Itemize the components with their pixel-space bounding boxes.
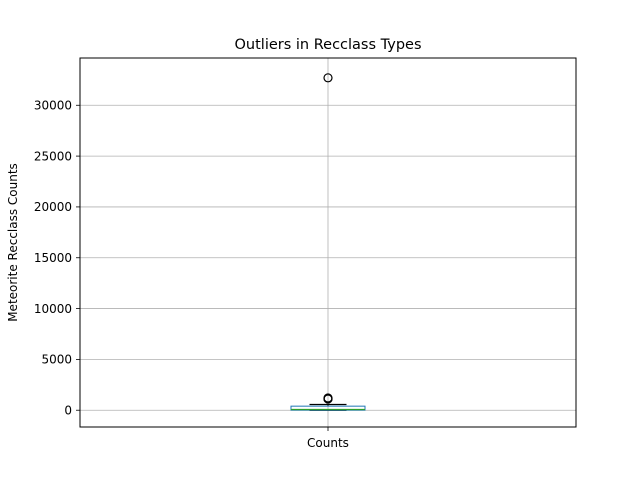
y-tick-label: 25000 — [34, 149, 72, 163]
chart-title: Outliers in Recclass Types — [235, 37, 422, 53]
y-tick-label: 15000 — [34, 251, 72, 265]
y-tick-label: 20000 — [34, 200, 72, 214]
outlier-point — [323, 394, 333, 404]
y-tick-label: 0 — [64, 403, 72, 417]
y-axis-label: Meteorite Recclass Counts — [6, 163, 20, 322]
axis-layer: 0 5000 10000 15000 20000 25000 30000 Counts — [34, 98, 349, 450]
x-tick-label: Counts — [307, 436, 349, 450]
box-iqr — [290, 405, 366, 411]
y-tick-label: 30000 — [34, 98, 72, 112]
grid-layer — [80, 58, 576, 427]
y-tick-label: 5000 — [41, 353, 72, 367]
y-tick-label: 10000 — [34, 302, 72, 316]
plot-layer — [290, 73, 366, 411]
outlier-point — [323, 73, 333, 83]
